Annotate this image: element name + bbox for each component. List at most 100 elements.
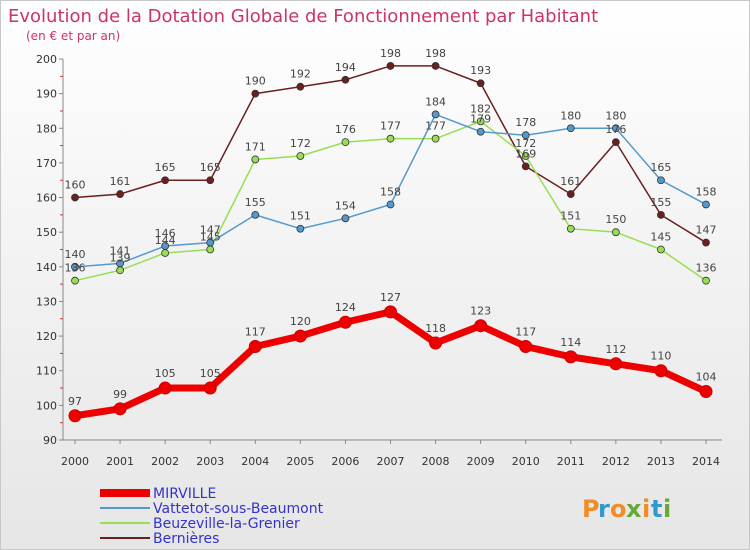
data-label-beuzeville-la-grenier: 144: [155, 234, 176, 247]
data-point-berni-res: [521, 162, 530, 171]
y-tick-label: 180: [36, 122, 57, 135]
data-point-vattetot-sous-beaumont: [657, 176, 665, 185]
x-tick-label: 2004: [241, 455, 269, 468]
data-point-mirville: [564, 350, 578, 364]
data-point-vattetot-sous-beaumont: [702, 200, 710, 209]
data-point-mirville: [519, 339, 533, 353]
data-point-berni-res: [296, 82, 305, 91]
data-point-mirville: [338, 315, 352, 329]
data-label-beuzeville-la-grenier: 172: [290, 137, 311, 150]
data-label-berni-res: 192: [290, 68, 311, 81]
logo-letter: i: [642, 495, 650, 523]
y-tick-label: 130: [36, 295, 57, 308]
data-point-mirville: [203, 381, 217, 395]
data-label-vattetot-sous-beaumont: 141: [110, 244, 131, 257]
data-label-vattetot-sous-beaumont: 154: [335, 199, 356, 212]
data-point-mirville: [384, 305, 397, 319]
data-point-berni-res: [702, 238, 710, 247]
data-label-berni-res: 176: [605, 123, 626, 136]
data-label-berni-res: 194: [335, 61, 356, 74]
data-point-vattetot-sous-beaumont: [431, 110, 440, 119]
data-point-vattetot-sous-beaumont: [341, 214, 350, 223]
data-label-mirville: 117: [515, 325, 536, 338]
data-label-beuzeville-la-grenier: 176: [335, 123, 356, 136]
data-point-beuzeville-la-grenier: [251, 155, 260, 164]
data-label-mirville: 114: [560, 336, 581, 349]
x-tick-label: 2012: [602, 455, 630, 468]
data-point-beuzeville-la-grenier: [657, 245, 665, 254]
legend: MIRVILLEVattetot-sous-BeaumontBeuzeville…: [100, 486, 324, 547]
data-point-beuzeville-la-grenier: [476, 117, 485, 126]
x-tick-label: 2008: [422, 455, 450, 468]
x-tick-label: 2014: [692, 455, 720, 468]
data-point-mirville: [68, 409, 82, 423]
data-label-berni-res: 147: [696, 224, 717, 237]
data-point-beuzeville-la-grenier: [521, 152, 530, 160]
data-point-berni-res: [657, 210, 665, 219]
data-label-beuzeville-la-grenier: 177: [380, 120, 401, 133]
data-label-berni-res: 165: [200, 161, 221, 174]
data-label-vattetot-sous-beaumont: 140: [65, 248, 86, 261]
data-point-vattetot-sous-beaumont: [611, 124, 620, 133]
logo-letter: x: [626, 495, 642, 523]
data-point-mirville: [654, 364, 668, 378]
data-label-beuzeville-la-grenier: 177: [425, 120, 446, 133]
data-label-vattetot-sous-beaumont: 158: [380, 185, 401, 198]
x-tick-label: 2011: [557, 455, 585, 468]
data-label-berni-res: 198: [380, 47, 401, 60]
data-label-vattetot-sous-beaumont: 151: [290, 210, 311, 223]
data-label-mirville: 120: [290, 315, 311, 328]
data-point-berni-res: [476, 79, 485, 88]
data-label-beuzeville-la-grenier: 136: [696, 262, 717, 275]
data-label-mirville: 104: [696, 371, 717, 384]
data-label-berni-res: 169: [515, 147, 536, 160]
data-point-beuzeville-la-grenier: [206, 245, 215, 254]
logo-letter: t: [651, 495, 662, 523]
data-point-berni-res: [161, 176, 170, 185]
y-tick-label: 110: [36, 365, 57, 378]
y-tick-label: 150: [36, 226, 57, 239]
logo-letter: o: [610, 495, 627, 523]
data-point-mirville: [113, 402, 127, 416]
data-label-beuzeville-la-grenier: 182: [470, 102, 491, 115]
data-point-berni-res: [611, 138, 620, 147]
data-label-mirville: 124: [335, 301, 356, 314]
data-point-berni-res: [431, 62, 440, 70]
data-label-mirville: 123: [470, 305, 491, 318]
data-point-berni-res: [116, 190, 124, 198]
chart-title: Evolution de la Dotation Globale de Fonc…: [8, 6, 598, 27]
data-label-berni-res: 160: [65, 179, 86, 192]
data-point-beuzeville-la-grenier: [116, 266, 124, 275]
data-label-mirville: 127: [380, 291, 401, 304]
y-tick-label: 140: [36, 261, 57, 274]
legend-label-berni-res: Bernières: [153, 531, 219, 547]
x-tick-label: 2001: [106, 455, 134, 468]
data-label-berni-res: 193: [470, 64, 491, 77]
data-label-beuzeville-la-grenier: 150: [605, 213, 626, 226]
x-tick-label: 2006: [331, 455, 359, 468]
data-label-mirville: 110: [650, 350, 671, 363]
data-point-vattetot-sous-beaumont: [251, 210, 260, 219]
data-point-mirville: [429, 336, 443, 350]
x-tick-label: 2000: [61, 455, 89, 468]
axes: 90 100 110 120 130 140 150 160 170 180 190 200 2000 2…: [36, 53, 722, 468]
data-label-beuzeville-la-grenier: 171: [245, 140, 266, 153]
x-tick-label: 2005: [286, 455, 314, 468]
data-point-vattetot-sous-beaumont: [566, 124, 575, 133]
y-tick-label: 160: [36, 192, 57, 205]
data-point-vattetot-sous-beaumont: [476, 127, 485, 136]
data-point-beuzeville-la-grenier: [296, 152, 305, 160]
data-point-mirville: [474, 319, 488, 333]
data-label-vattetot-sous-beaumont: 147: [200, 224, 221, 237]
data-label-vattetot-sous-beaumont: 184: [425, 95, 446, 108]
data-label-beuzeville-la-grenier: 172: [515, 137, 536, 150]
data-point-mirville: [699, 385, 713, 399]
data-label-berni-res: 165: [155, 161, 176, 174]
x-tick-label: 2013: [647, 455, 675, 468]
data-label-vattetot-sous-beaumont: 155: [245, 196, 266, 209]
legend-label-mirville: MIRVILLE: [153, 486, 216, 502]
data-point-beuzeville-la-grenier: [431, 134, 440, 143]
